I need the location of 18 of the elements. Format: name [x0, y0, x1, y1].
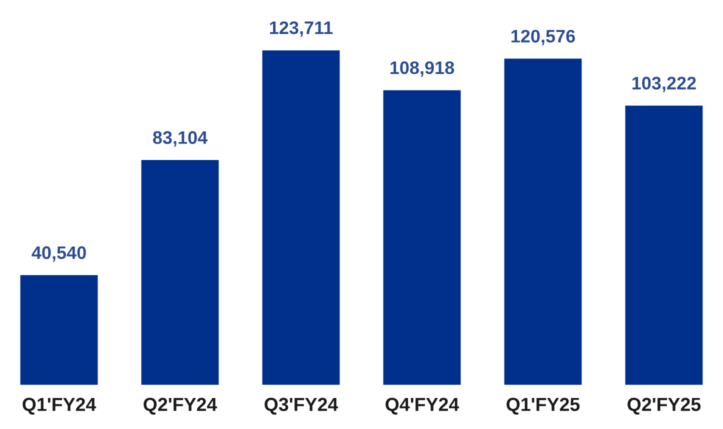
- x-tick-label: Q3'FY24: [264, 398, 338, 415]
- data-label: 40,540: [32, 246, 86, 262]
- x-tick-label: Q4'FY24: [386, 398, 460, 415]
- x-tick-label: Q2'FY25: [628, 398, 701, 415]
- x-tick-label: Q1'FY24: [22, 398, 96, 415]
- bar: [141, 160, 219, 385]
- data-label: 123,711: [270, 21, 333, 37]
- bar: [625, 106, 703, 385]
- data-label: 83,104: [152, 131, 208, 147]
- x-tick-label: Q2'FY24: [144, 398, 218, 415]
- data-label: 120,576: [511, 30, 575, 46]
- bar: [383, 90, 461, 385]
- bar: [20, 275, 98, 385]
- data-label: 103,222: [632, 76, 696, 92]
- bar: [504, 58, 582, 385]
- x-tick-label: Q1'FY25: [506, 398, 580, 415]
- bar: [262, 50, 340, 385]
- data-label: 108,918: [390, 61, 454, 77]
